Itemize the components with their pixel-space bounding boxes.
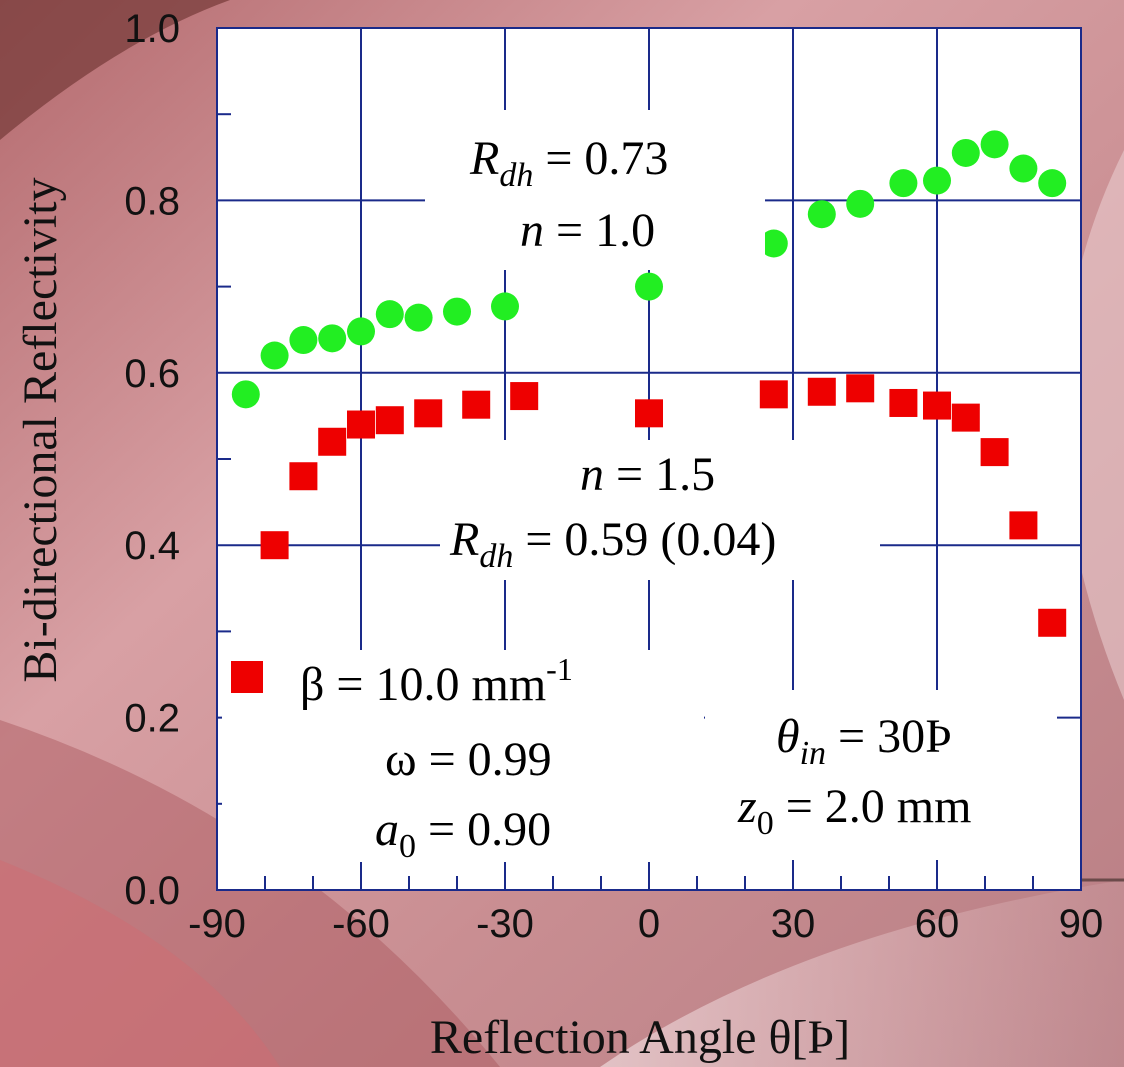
data-point-circle bbox=[635, 272, 663, 301]
annotation-bg-theta bbox=[705, 690, 1057, 860]
y-tick-label: 0.8 bbox=[124, 179, 180, 223]
data-point-square bbox=[375, 406, 404, 435]
annotation-red-rdh: Rdh = 0.59 (0.04) bbox=[449, 513, 776, 575]
annotation-green-rdh: Rdh = 0.73 bbox=[469, 132, 668, 194]
data-point-square bbox=[980, 438, 1009, 467]
x-tick-label: 0 bbox=[638, 902, 660, 946]
x-tick-label: -90 bbox=[188, 902, 246, 946]
data-point-circle bbox=[759, 229, 788, 258]
x-tick-label: 60 bbox=[915, 902, 960, 946]
data-point-square bbox=[510, 382, 539, 411]
legend-bg bbox=[222, 650, 704, 862]
data-point-circle bbox=[289, 326, 318, 355]
data-point-circle bbox=[491, 292, 519, 321]
legend-omega: ω = 0.99 bbox=[385, 733, 552, 786]
y-axis-label: Bi-directional Reflectivity bbox=[14, 177, 67, 682]
annotation-green-n: n = 1.0 bbox=[520, 204, 655, 257]
x-tick-label: -30 bbox=[476, 902, 534, 946]
annotation-theta-in: θin = 30Þ bbox=[776, 710, 952, 772]
data-point-square bbox=[318, 427, 347, 456]
y-tick-label: 0.4 bbox=[124, 524, 180, 568]
annotation-z0: z0 = 2.0 mm bbox=[737, 780, 971, 842]
data-point-square bbox=[759, 380, 788, 409]
annotation-bg-green bbox=[425, 110, 765, 270]
legend-marker-square bbox=[231, 661, 263, 693]
x-tick-label: 90 bbox=[1059, 902, 1104, 946]
data-point-square bbox=[1009, 511, 1038, 540]
x-tick-label: -60 bbox=[332, 902, 390, 946]
y-tick-label: 0.2 bbox=[124, 697, 180, 741]
data-point-circle bbox=[404, 303, 433, 332]
data-point-circle bbox=[318, 324, 347, 353]
data-point-circle bbox=[846, 189, 875, 218]
data-point-circle bbox=[375, 300, 404, 329]
data-point-circle bbox=[260, 341, 289, 370]
data-point-square bbox=[260, 531, 289, 560]
data-marks bbox=[231, 130, 1067, 637]
y-tick-label: 0.6 bbox=[124, 352, 180, 396]
data-point-square bbox=[846, 374, 875, 403]
y-tick-label: 1.0 bbox=[124, 7, 180, 51]
data-point-square bbox=[289, 462, 318, 491]
data-point-circle bbox=[807, 200, 836, 229]
legend-a0: a0 = 0.90 bbox=[375, 803, 551, 865]
data-point-circle bbox=[889, 169, 918, 198]
y-tick-label: 0.0 bbox=[124, 869, 180, 913]
data-point-circle bbox=[443, 297, 471, 326]
data-point-square bbox=[462, 390, 491, 419]
data-point-circle bbox=[347, 317, 375, 346]
data-point-square bbox=[807, 377, 836, 406]
data-point-circle bbox=[1038, 169, 1067, 198]
data-point-circle bbox=[231, 380, 260, 409]
data-point-circle bbox=[923, 166, 951, 195]
x-tick-label: 30 bbox=[771, 902, 816, 946]
annotation-bg-red bbox=[440, 440, 880, 580]
data-point-square bbox=[923, 391, 951, 420]
annotation-red-n: n = 1.5 bbox=[580, 448, 715, 501]
data-point-square bbox=[1038, 608, 1067, 637]
data-point-square bbox=[889, 388, 918, 417]
data-point-square bbox=[951, 403, 980, 432]
data-point-circle bbox=[1009, 154, 1038, 183]
data-point-square bbox=[635, 399, 663, 428]
x-axis-label: Reflection Angle θ[Þ] bbox=[430, 1011, 850, 1064]
data-point-circle bbox=[951, 138, 980, 167]
data-point-square bbox=[347, 410, 375, 439]
legend-beta: β = 10.0 mm-1 bbox=[300, 651, 573, 711]
tick-labels: -90 -60 -30 0 30 60 90 0.0 0.2 0.4 0.6 0.8 1.0 bbox=[124, 7, 1103, 946]
data-point-square bbox=[414, 399, 443, 428]
data-point-circle bbox=[980, 130, 1009, 159]
